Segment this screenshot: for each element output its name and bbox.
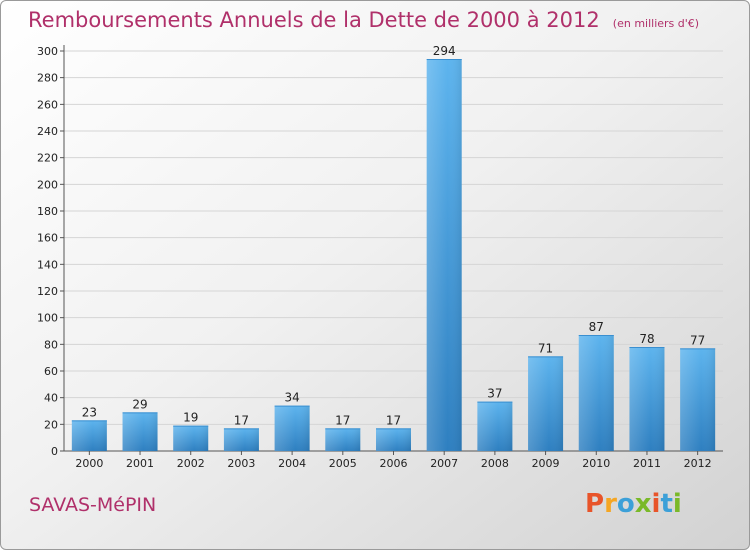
bar-layer	[71, 59, 716, 451]
label-layer: 23 29 19 17 34 17 17 294 37 71 87 78 77	[82, 44, 706, 427]
y-tick-label: 160	[37, 232, 58, 245]
bar-value-label: 34	[284, 391, 299, 405]
y-tick-label: 180	[37, 205, 58, 218]
y-tick-label: 40	[44, 392, 58, 405]
x-tick-label: 2010	[582, 457, 610, 470]
logo-letter: t	[660, 489, 673, 519]
x-tick-label: 2009	[532, 457, 560, 470]
bar-value-label: 29	[132, 397, 147, 411]
logo-letter: i	[651, 489, 661, 519]
y-tick-label: 20	[44, 418, 58, 431]
bar-value-label: 17	[234, 413, 249, 427]
axis-layer: 0 20 40 60 80 100 120 140 160 180 200 220 240 260 280 3…	[37, 45, 723, 470]
bar-value-label: 77	[690, 333, 705, 347]
bar-shine	[173, 425, 209, 451]
bar-shine	[680, 348, 716, 451]
y-tick-label: 120	[37, 285, 58, 298]
logo-letter: x	[634, 489, 652, 519]
bar-value-label: 23	[82, 405, 97, 419]
bar-shine	[325, 428, 361, 451]
y-tick-label: 240	[37, 125, 58, 138]
bar-value-label: 17	[386, 413, 401, 427]
bar-value-label: 78	[639, 332, 654, 346]
bar-value-label: 19	[183, 411, 198, 425]
chart-title: Remboursements Annuels de la Dette de 20…	[28, 8, 699, 32]
bar-shine	[477, 401, 513, 451]
bar-value-label: 87	[589, 320, 604, 334]
logo-letter: i	[672, 489, 682, 519]
y-tick-label: 0	[51, 445, 58, 458]
bar-shine	[629, 347, 665, 451]
logo-letter: o	[616, 489, 635, 519]
proxiti-logo: Proxiti	[585, 489, 682, 519]
y-tick-label: 280	[37, 72, 58, 85]
commune-name: SAVAS-MéPIN	[29, 494, 157, 516]
bar-value-label: 17	[335, 413, 350, 427]
chart-title-main: Remboursements Annuels de la Dette de 20…	[28, 8, 600, 32]
x-tick-label: 2001	[126, 457, 154, 470]
x-tick-label: 2003	[227, 457, 255, 470]
x-tick-label: 2011	[633, 457, 661, 470]
y-tick-label: 100	[37, 312, 58, 325]
bar-shine	[528, 356, 564, 451]
y-tick-label: 260	[37, 98, 58, 111]
y-tick-label: 220	[37, 152, 58, 165]
bar-shine	[426, 59, 462, 451]
x-tick-label: 2008	[481, 457, 509, 470]
x-tick-label: 2006	[380, 457, 408, 470]
y-tick-label: 80	[44, 338, 58, 351]
y-tick-label: 200	[37, 178, 58, 191]
y-tick-label: 140	[37, 258, 58, 271]
x-tick-label: 2007	[430, 457, 458, 470]
bar-shine	[274, 405, 310, 451]
x-tick-label: 2000	[75, 457, 103, 470]
bar-value-label: 71	[538, 341, 553, 355]
bar-value-label: 37	[487, 387, 502, 401]
x-tick-label: 2005	[329, 457, 357, 470]
chart-title-unit: (en milliers d'€)	[612, 17, 700, 30]
bar-value-label: 294	[433, 44, 456, 58]
bar-shine	[376, 428, 411, 451]
y-tick-label: 300	[37, 45, 58, 58]
y-tick-label: 60	[44, 365, 58, 378]
x-tick-label: 2002	[177, 457, 205, 470]
x-tick-label: 2004	[278, 457, 306, 470]
x-tick-label: 2012	[684, 457, 712, 470]
bar-shine	[223, 428, 259, 451]
grid-layer	[64, 50, 723, 425]
bar-shine	[71, 420, 107, 451]
logo-letter: r	[604, 489, 617, 519]
bar-shine	[578, 335, 614, 451]
bar-shine	[122, 412, 158, 451]
logo-letter: P	[585, 489, 605, 519]
